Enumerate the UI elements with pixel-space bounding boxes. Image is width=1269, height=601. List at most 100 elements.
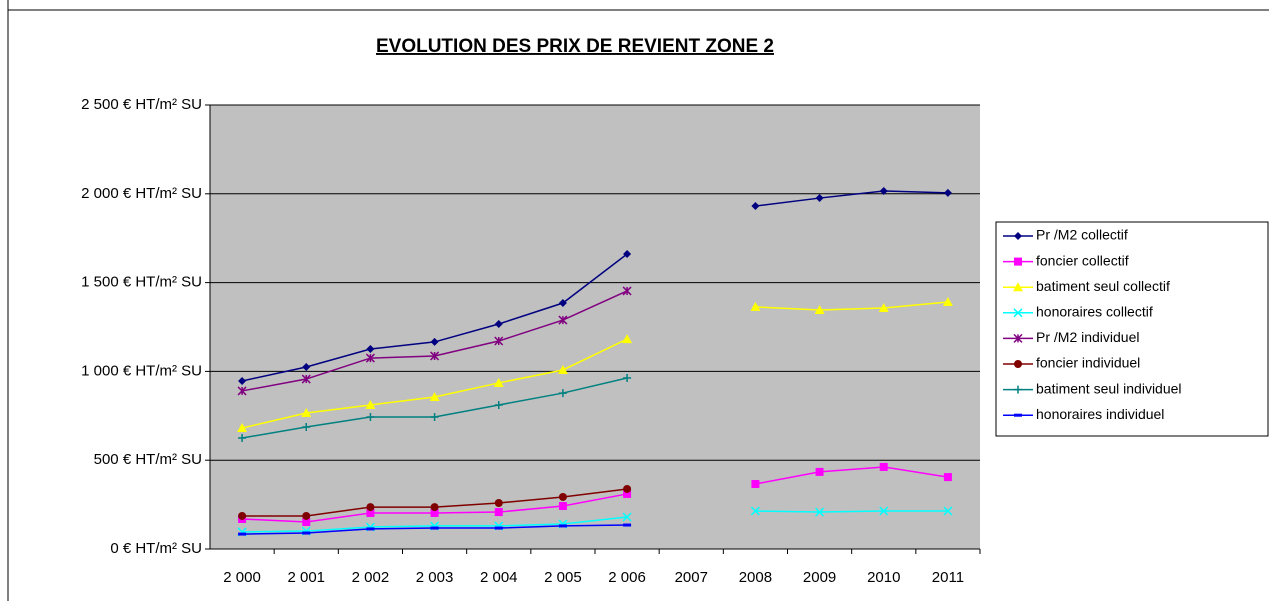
marker	[815, 194, 824, 203]
legend-label: Pr /M2 individuel	[1036, 329, 1140, 345]
marker	[879, 186, 888, 195]
marker	[558, 492, 567, 501]
marker	[365, 353, 375, 363]
marker	[943, 473, 952, 482]
marker	[238, 511, 247, 520]
marker	[302, 422, 311, 431]
marker	[494, 336, 504, 346]
series-line	[755, 301, 948, 311]
marker	[237, 386, 247, 396]
series-line	[755, 190, 948, 207]
marker	[879, 506, 889, 516]
marker	[301, 407, 312, 417]
marker	[430, 337, 439, 346]
legend	[995, 221, 1269, 437]
marker	[365, 399, 376, 409]
marker	[750, 301, 761, 311]
legend-label: Pr /M2 collectif	[1036, 227, 1128, 243]
marker	[494, 508, 503, 517]
y-tick-label: 500 € HT/m² SU	[94, 451, 202, 468]
y-tick-label: 1 500 € HT/m² SU	[81, 274, 202, 291]
x-tick-label: 2011	[932, 569, 964, 586]
legend-label: honoraires collectif	[1036, 304, 1153, 320]
marker	[623, 373, 632, 382]
marker	[1013, 333, 1023, 343]
marker	[943, 506, 953, 516]
plot-area	[210, 105, 980, 549]
x-tick-label: 2 000	[223, 569, 261, 586]
legend-label: batiment seul collectif	[1036, 278, 1170, 294]
marker	[238, 434, 247, 442]
marker	[751, 479, 760, 488]
chart-title: EVOLUTION DES PRIX DE REVIENT ZONE 2	[376, 36, 774, 57]
marker	[1014, 385, 1022, 394]
marker	[558, 502, 567, 511]
marker	[815, 467, 824, 476]
marker	[623, 250, 632, 259]
x-tick-label: 2009	[803, 569, 836, 586]
x-tick-label: 2 003	[416, 569, 454, 586]
marker	[366, 413, 375, 422]
marker	[558, 315, 568, 325]
marker	[494, 319, 503, 328]
marker	[623, 489, 632, 498]
x-tick-label: 2 004	[480, 569, 518, 586]
legend-label: foncier collectif	[1036, 252, 1129, 268]
marker	[1013, 282, 1023, 292]
marker	[1014, 360, 1022, 368]
x-tick-label: 2 006	[608, 569, 646, 586]
legend-label: batiment seul individuel	[1036, 380, 1182, 396]
marker	[814, 304, 825, 314]
x-tick-label: 2008	[739, 569, 772, 586]
marker	[557, 364, 568, 374]
y-tick-label: 1 000 € HT/m² SU	[81, 362, 202, 379]
marker	[494, 499, 503, 508]
marker	[1013, 308, 1023, 318]
marker	[943, 188, 952, 197]
marker	[558, 299, 567, 308]
marker	[1014, 232, 1022, 240]
marker	[430, 413, 439, 422]
marker	[302, 362, 311, 371]
x-tick-label: 2 005	[544, 569, 582, 586]
marker	[815, 507, 825, 517]
marker	[302, 511, 311, 520]
marker	[622, 334, 633, 344]
marker	[622, 512, 632, 522]
x-tick-label: 2010	[867, 569, 900, 586]
marker	[622, 286, 632, 296]
marker	[237, 423, 248, 433]
series-line	[755, 466, 949, 485]
x-tick-label: 2 002	[352, 569, 390, 586]
marker	[558, 389, 567, 398]
marker	[750, 506, 760, 516]
marker	[302, 518, 311, 527]
marker	[879, 462, 888, 471]
series-line	[755, 510, 948, 513]
marker	[623, 484, 632, 493]
marker	[751, 202, 760, 211]
marker	[942, 296, 953, 306]
marker	[430, 503, 439, 512]
marker	[430, 351, 440, 361]
marker	[366, 508, 375, 517]
legend-label: honoraires individuel	[1036, 406, 1164, 422]
marker	[238, 376, 247, 385]
x-tick-label: 2007	[675, 569, 708, 586]
marker	[494, 400, 503, 409]
marker	[429, 391, 440, 401]
legend-label: foncier individuel	[1036, 355, 1140, 371]
marker	[301, 374, 311, 384]
marker	[366, 503, 375, 512]
marker	[1014, 257, 1022, 266]
y-tick-label: 2 500 € HT/m² SU	[81, 96, 202, 113]
marker	[430, 508, 439, 517]
x-tick-label: 2 001	[287, 569, 325, 586]
y-tick-label: 2 000 € HT/m² SU	[81, 185, 202, 202]
y-tick-label: 0 € HT/m² SU	[110, 540, 202, 557]
marker	[366, 345, 375, 354]
marker	[493, 377, 504, 387]
marker	[878, 302, 889, 312]
